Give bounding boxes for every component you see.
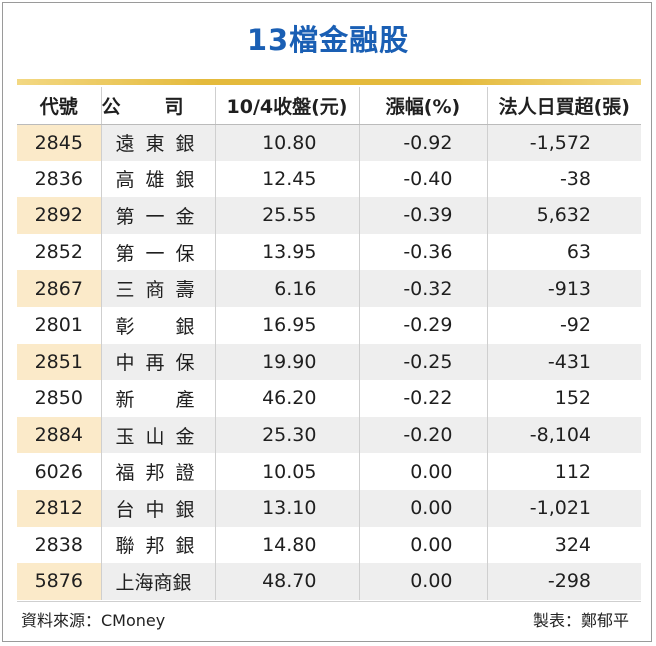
cell-name: 遠東銀 xyxy=(100,124,215,161)
page-title: 13檔金融股 xyxy=(246,23,410,57)
cell-change: 0.00 xyxy=(358,526,487,564)
cell-net-buy: -913 xyxy=(486,270,641,307)
cell-code: 2845 xyxy=(17,124,101,161)
cell-change: -0.22 xyxy=(358,380,487,417)
cell-name: 玉山金 xyxy=(100,416,215,454)
cell-net-buy: 63 xyxy=(486,233,641,271)
cell-close: 14.80 xyxy=(214,526,359,564)
header-row: 代號 公司 10/4收盤(元) 漲幅(%) 法人日買超(張) xyxy=(17,87,641,125)
table-row: 2845 遠東銀 10.80 -0.92 -1,572 xyxy=(17,124,641,161)
cell-change: 0.00 xyxy=(358,453,487,490)
cell-change: -0.29 xyxy=(358,306,487,344)
cell-name: 第一保 xyxy=(100,233,215,271)
cell-name: 聯邦銀 xyxy=(100,526,215,564)
cell-name: 中再保 xyxy=(100,343,215,381)
cell-code: 2884 xyxy=(17,416,101,454)
cell-change: -0.40 xyxy=(358,160,487,198)
cell-code: 2852 xyxy=(17,233,101,271)
table-row: 2852 第一保 13.95 -0.36 63 xyxy=(17,233,641,271)
financial-stocks-table: 代號 公司 10/4收盤(元) 漲幅(%) 法人日買超(張) 2845 遠東銀 10… xyxy=(17,87,641,600)
cell-net-buy: -8,104 xyxy=(486,416,641,454)
source-note: 資料來源：CMoney xyxy=(21,611,166,630)
cell-net-buy: -92 xyxy=(486,306,641,344)
cell-close: 6.16 xyxy=(214,270,359,307)
cell-code: 2801 xyxy=(17,306,101,344)
table-row: 2838 聯邦銀 14.80 0.00 324 xyxy=(17,526,641,564)
cell-change: -0.39 xyxy=(358,197,487,234)
footer-divider xyxy=(17,601,641,602)
cell-net-buy: 152 xyxy=(486,380,641,417)
cell-change: -0.32 xyxy=(358,270,487,307)
cell-close: 13.95 xyxy=(214,233,359,271)
header-change: 漲幅(%) xyxy=(358,87,487,125)
header-name: 公司 xyxy=(100,87,215,125)
cell-code: 2850 xyxy=(17,380,101,417)
cell-name: 三商壽 xyxy=(100,270,215,307)
table-row: 2850 新 產 46.20 -0.22 152 xyxy=(17,380,641,417)
cell-code: 2867 xyxy=(17,270,101,307)
cell-close: 25.30 xyxy=(214,416,359,454)
cell-name: 上海商銀 xyxy=(100,563,215,600)
cell-code: 2812 xyxy=(17,489,101,527)
cell-name: 高雄銀 xyxy=(100,160,215,198)
cell-code: 2836 xyxy=(17,160,101,198)
cell-change: -0.92 xyxy=(358,124,487,161)
cell-close: 12.45 xyxy=(214,160,359,198)
cell-close: 13.10 xyxy=(214,489,359,527)
table-row: 2812 台中銀 13.10 0.00 -1,021 xyxy=(17,489,641,527)
cell-net-buy: 112 xyxy=(486,453,641,490)
title-divider xyxy=(17,79,641,85)
cell-code: 2838 xyxy=(17,526,101,564)
cell-net-buy: -1,021 xyxy=(486,489,641,527)
header-net-buy: 法人日買超(張) xyxy=(486,87,641,125)
table-body: 2845 遠東銀 10.80 -0.92 -1,572 2836 高雄銀 12.45 -0.40… xyxy=(17,124,641,600)
cell-change: -0.36 xyxy=(358,233,487,271)
cell-close: 46.20 xyxy=(214,380,359,417)
cell-net-buy: -298 xyxy=(486,563,641,600)
table-row: 2867 三商壽 6.16 -0.32 -913 xyxy=(17,270,641,307)
cell-code: 2851 xyxy=(17,343,101,381)
cell-code: 5876 xyxy=(17,563,101,600)
cell-change: -0.20 xyxy=(358,416,487,454)
cell-net-buy: -431 xyxy=(486,343,641,381)
cell-close: 48.70 xyxy=(214,563,359,600)
cell-change: -0.25 xyxy=(358,343,487,381)
table-row: 2836 高雄銀 12.45 -0.40 -38 xyxy=(17,160,641,198)
cell-name: 福邦證 xyxy=(100,453,215,490)
cell-net-buy: 324 xyxy=(486,526,641,564)
cell-close: 10.05 xyxy=(214,453,359,490)
header-name-a: 公 xyxy=(101,95,121,118)
maker-note: 製表：鄭郁平 xyxy=(532,611,629,630)
cell-close: 19.90 xyxy=(214,343,359,381)
table-row: 6026 福邦證 10.05 0.00 112 xyxy=(17,453,641,490)
table-row: 2801 彰 銀 16.95 -0.29 -92 xyxy=(17,306,641,344)
cell-close: 10.80 xyxy=(214,124,359,161)
cell-name: 第一金 xyxy=(100,197,215,234)
table-row: 5876 上海商銀 48.70 0.00 -298 xyxy=(17,563,641,600)
cell-change: 0.00 xyxy=(358,563,487,600)
header-close: 10/4收盤(元) xyxy=(214,87,359,125)
cell-name: 台中銀 xyxy=(100,489,215,527)
cell-close: 16.95 xyxy=(214,306,359,344)
cell-code: 2892 xyxy=(17,197,101,234)
table-row: 2884 玉山金 25.30 -0.20 -8,104 xyxy=(17,416,641,454)
cell-close: 25.55 xyxy=(214,197,359,234)
header-code: 代號 xyxy=(17,87,101,125)
cell-code: 6026 xyxy=(17,453,101,490)
cell-net-buy: -1,572 xyxy=(486,124,641,161)
cell-net-buy: 5,632 xyxy=(486,197,641,234)
cell-change: 0.00 xyxy=(358,489,487,527)
table-row: 2892 第一金 25.55 -0.39 5,632 xyxy=(17,197,641,234)
cell-name: 新 產 xyxy=(100,380,215,417)
cell-net-buy: -38 xyxy=(486,160,641,198)
table-row: 2851 中再保 19.90 -0.25 -431 xyxy=(17,343,641,381)
header-name-b: 司 xyxy=(164,95,184,118)
cell-name: 彰 銀 xyxy=(100,306,215,344)
